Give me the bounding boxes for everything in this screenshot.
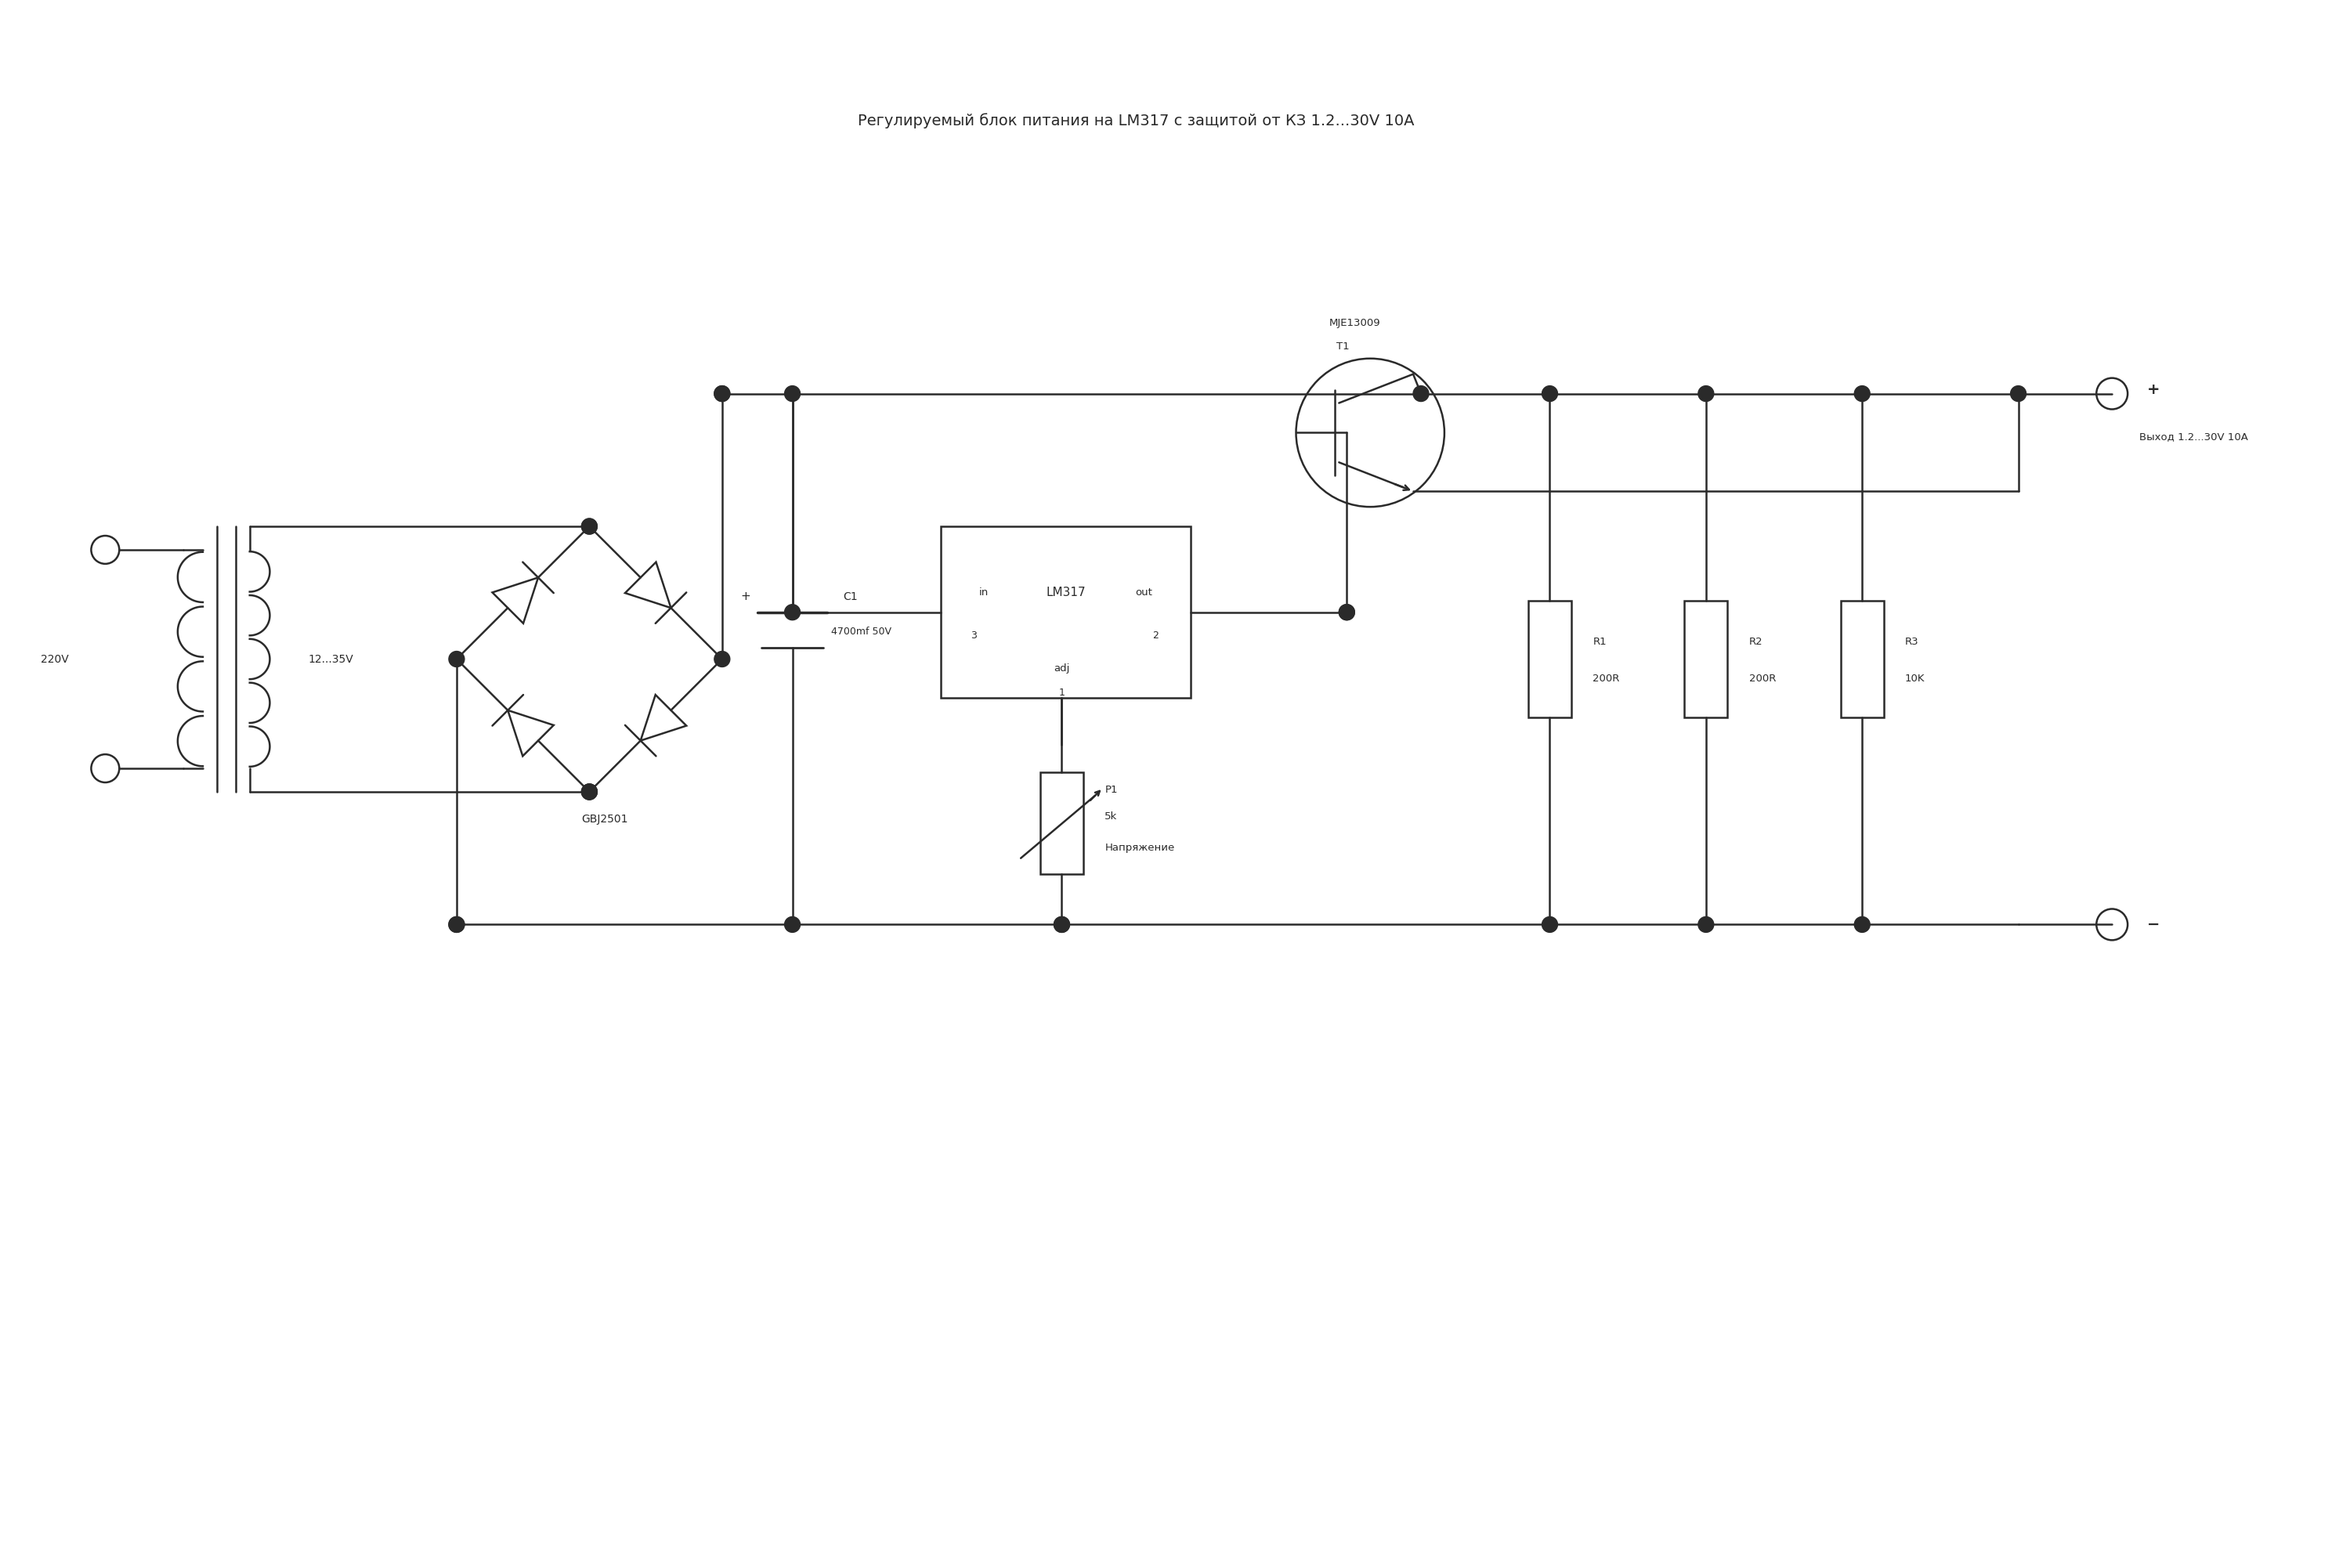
Text: 3: 3 xyxy=(971,630,978,641)
Circle shape xyxy=(580,784,597,800)
Text: +: + xyxy=(740,591,750,602)
Text: 200R: 200R xyxy=(1748,674,1777,684)
Circle shape xyxy=(1854,917,1871,933)
Text: 200R: 200R xyxy=(1593,674,1619,684)
Text: R1: R1 xyxy=(1593,637,1607,648)
Circle shape xyxy=(1412,386,1429,401)
Circle shape xyxy=(785,386,801,401)
Circle shape xyxy=(449,651,465,666)
Text: +: + xyxy=(2148,383,2160,397)
Circle shape xyxy=(714,651,731,666)
Text: C1: C1 xyxy=(844,591,858,602)
Text: out: out xyxy=(1135,588,1152,597)
Circle shape xyxy=(580,784,597,800)
Circle shape xyxy=(2012,386,2026,401)
Text: 220V: 220V xyxy=(40,654,68,665)
Text: 2: 2 xyxy=(1152,630,1159,641)
Text: −: − xyxy=(2148,917,2160,931)
Circle shape xyxy=(1699,917,1713,933)
Text: Выход 1.2...30V 10А: Выход 1.2...30V 10А xyxy=(2138,431,2249,442)
Circle shape xyxy=(1699,386,1713,401)
Bar xyxy=(940,527,1191,698)
Circle shape xyxy=(1053,917,1069,933)
Circle shape xyxy=(785,604,801,619)
Bar xyxy=(1685,601,1727,718)
Circle shape xyxy=(449,917,465,933)
Text: 4700mf 50V: 4700mf 50V xyxy=(832,627,891,637)
Circle shape xyxy=(1854,386,1871,401)
Circle shape xyxy=(449,917,465,933)
Text: 12...35V: 12...35V xyxy=(308,654,352,665)
Circle shape xyxy=(1542,386,1558,401)
Circle shape xyxy=(714,386,731,401)
Text: T1: T1 xyxy=(1337,342,1349,351)
Text: adj: adj xyxy=(1053,663,1069,674)
Text: 10K: 10K xyxy=(1906,674,1925,684)
Bar xyxy=(1041,773,1083,873)
Circle shape xyxy=(580,519,597,535)
Bar xyxy=(1528,601,1572,718)
Text: R3: R3 xyxy=(1906,637,1920,648)
Circle shape xyxy=(1339,604,1354,619)
Text: Напряжение: Напряжение xyxy=(1104,844,1175,853)
Circle shape xyxy=(1542,917,1558,933)
Text: 5k: 5k xyxy=(1104,812,1119,822)
Text: P1: P1 xyxy=(1104,786,1119,795)
Circle shape xyxy=(714,386,731,401)
Circle shape xyxy=(1053,917,1069,933)
Circle shape xyxy=(580,519,597,535)
Text: R2: R2 xyxy=(1748,637,1762,648)
Circle shape xyxy=(580,784,597,800)
Circle shape xyxy=(1339,604,1354,619)
Text: Регулируемый блок питания на LM317 с защитой от КЗ 1.2...30V 10A: Регулируемый блок питания на LM317 с защ… xyxy=(858,113,1415,129)
Text: in: in xyxy=(980,588,989,597)
Text: LM317: LM317 xyxy=(1046,586,1086,599)
Text: 1: 1 xyxy=(1060,687,1065,698)
Text: MJE13009: MJE13009 xyxy=(1328,318,1379,328)
Text: GBJ2501: GBJ2501 xyxy=(583,814,627,825)
Bar xyxy=(1840,601,1885,718)
Circle shape xyxy=(785,917,801,933)
